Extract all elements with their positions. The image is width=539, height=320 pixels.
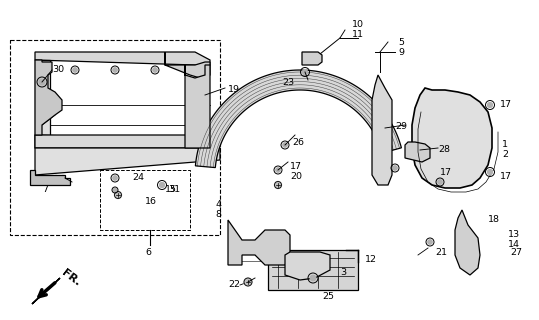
Text: 9: 9 [398,48,404,57]
Circle shape [113,188,116,192]
Polygon shape [285,252,330,280]
Polygon shape [455,210,480,275]
Text: 26: 26 [292,138,304,147]
Text: 23: 23 [282,78,294,87]
Text: 8: 8 [215,210,221,219]
Text: 12: 12 [365,255,377,264]
Text: 19: 19 [228,85,240,94]
Text: 17: 17 [440,168,452,177]
Text: 24: 24 [132,173,144,182]
Circle shape [310,275,316,281]
Text: 10: 10 [352,20,364,29]
Polygon shape [32,278,60,304]
Polygon shape [412,88,492,188]
Circle shape [244,278,252,286]
Circle shape [274,181,281,188]
Text: FR.: FR. [60,268,82,288]
Text: 11: 11 [352,30,364,39]
Circle shape [283,143,287,147]
Text: 15: 15 [165,185,177,194]
Circle shape [302,69,307,75]
Text: 5: 5 [398,38,404,47]
Circle shape [438,180,442,184]
Text: 20: 20 [290,172,302,181]
Polygon shape [35,60,62,135]
Circle shape [160,182,164,188]
Circle shape [114,191,121,198]
Polygon shape [196,70,402,168]
Circle shape [153,68,157,72]
Circle shape [276,168,280,172]
Text: 27: 27 [510,248,522,257]
Text: 30: 30 [52,65,64,74]
Text: 2: 2 [502,150,508,159]
Circle shape [113,68,117,72]
Text: 21: 21 [435,248,447,257]
Polygon shape [35,135,210,148]
Text: 18: 18 [488,215,500,224]
Polygon shape [35,60,50,140]
Text: 7: 7 [42,185,48,194]
Polygon shape [30,170,70,185]
Circle shape [487,170,493,174]
Polygon shape [268,250,358,290]
Circle shape [113,176,117,180]
Text: 17: 17 [500,100,512,109]
Bar [10,40,220,235]
Polygon shape [35,135,220,148]
Text: 14: 14 [508,240,520,249]
Text: 28: 28 [438,145,450,154]
Text: 29: 29 [395,122,407,131]
Circle shape [73,68,77,72]
Text: 16: 16 [145,197,157,206]
Polygon shape [405,142,430,162]
Polygon shape [35,52,210,65]
Text: 4: 4 [215,200,221,209]
Circle shape [487,102,493,108]
Bar [100,170,190,230]
Text: 6: 6 [145,248,151,257]
Text: 17: 17 [290,162,302,171]
Polygon shape [50,148,220,165]
Text: 22: 22 [228,280,240,289]
Polygon shape [35,148,220,175]
Polygon shape [185,65,210,148]
Polygon shape [228,220,290,265]
Circle shape [428,240,432,244]
Text: 3: 3 [340,268,346,277]
Text: 1: 1 [502,140,508,149]
Text: 25: 25 [322,292,334,301]
Text: 13: 13 [508,230,520,239]
Circle shape [39,79,45,85]
Polygon shape [165,52,210,78]
Polygon shape [302,52,322,65]
Text: 17: 17 [500,172,512,181]
Text: 31: 31 [168,185,180,194]
Polygon shape [372,75,392,185]
Circle shape [393,166,397,170]
